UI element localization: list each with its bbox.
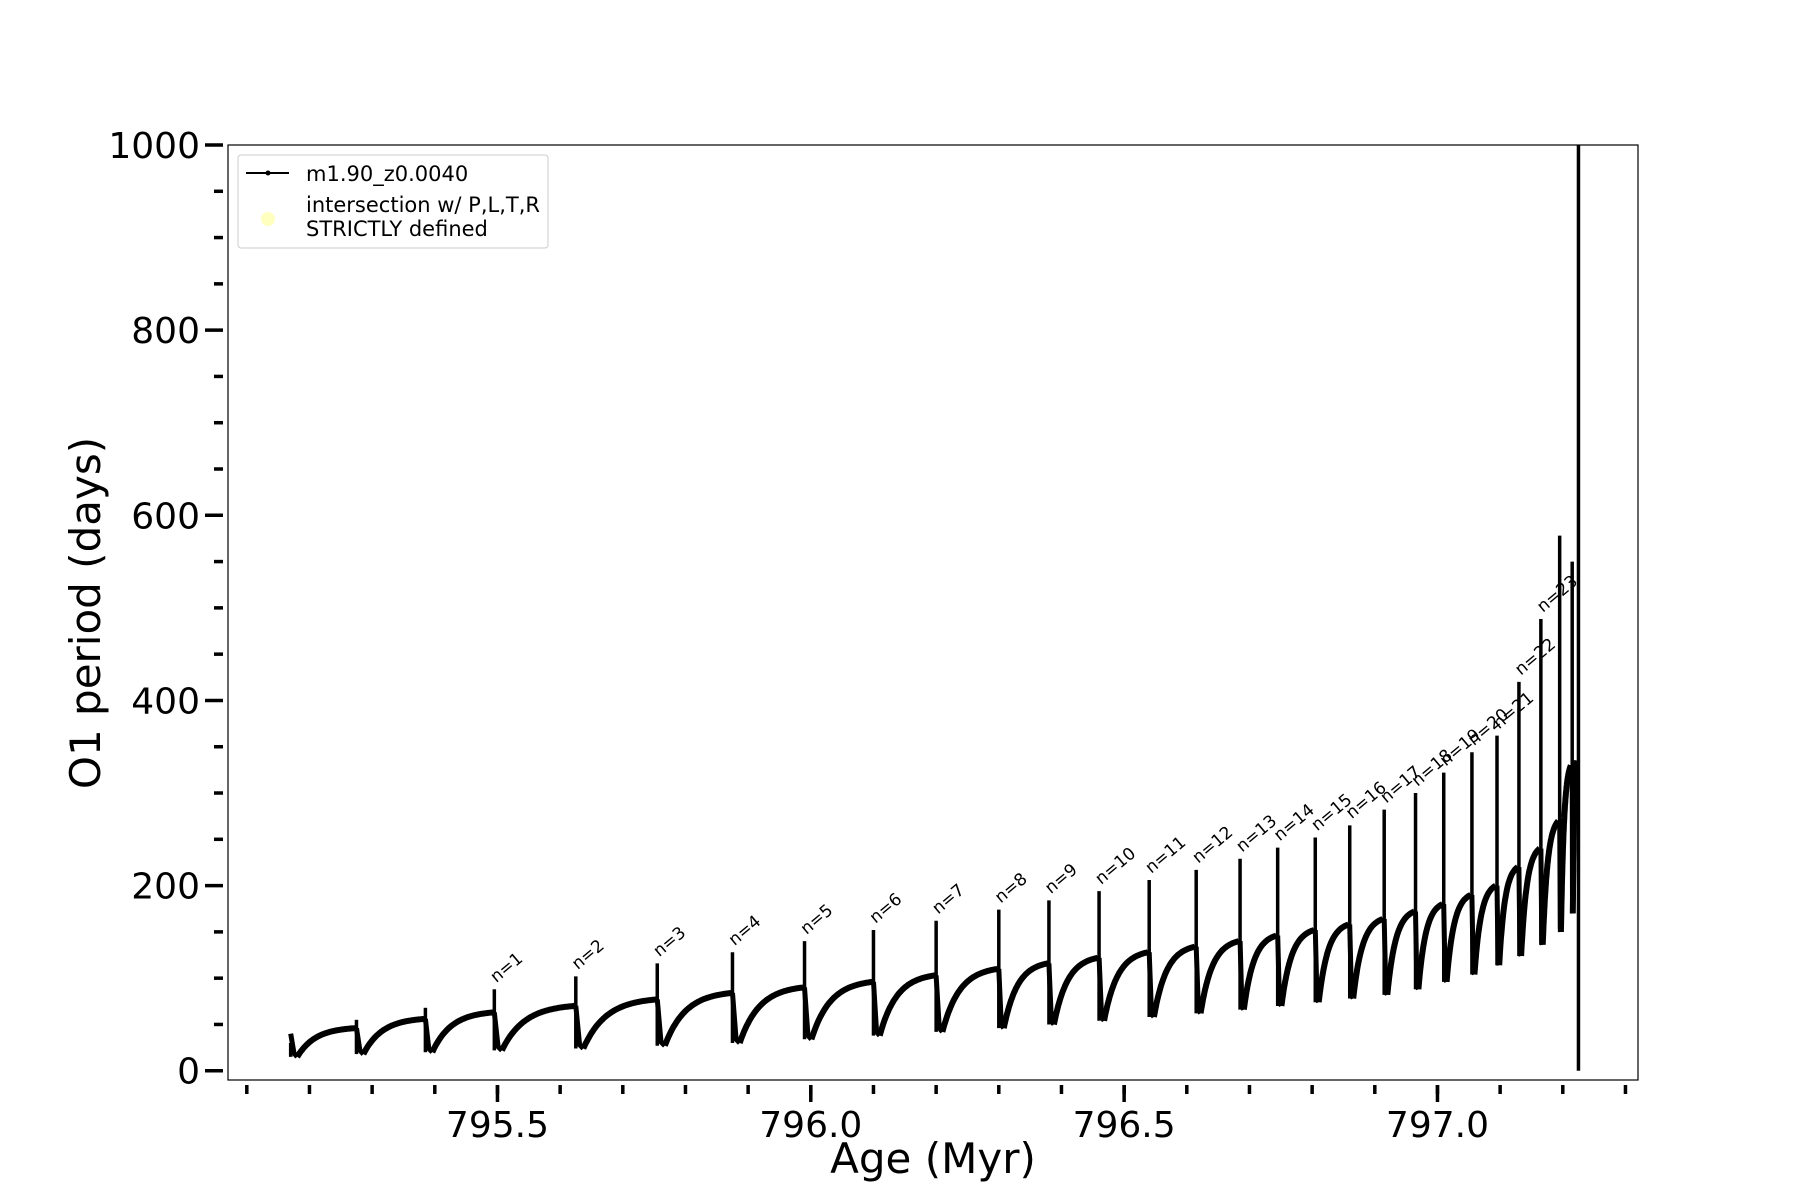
recovery-curve [1000, 960, 1050, 1029]
y-tick-label: 200 [131, 867, 200, 908]
y-axis: 0 200 400 600 800 1000 [108, 126, 223, 1093]
recovery-curve [1539, 818, 1562, 945]
recovery-curve [1050, 954, 1101, 1026]
recovery-curve [429, 1009, 496, 1054]
pulse-label: n=1 [487, 949, 527, 987]
recovery-curve [1350, 916, 1386, 999]
legend-label-intersection-1: intersection w/ P,L,T,R [306, 193, 540, 217]
recovery-curve [939, 965, 1000, 1033]
pulse-label: n=12 [1189, 822, 1238, 867]
recovery-curve [1496, 864, 1521, 966]
recovery-curve [1197, 938, 1242, 1014]
legend-label-series: m1.90_z0.0040 [306, 162, 468, 187]
pulse-label: n=21 [1489, 688, 1538, 733]
recovery-curve [1518, 845, 1543, 957]
pulse-label: n=3 [650, 923, 690, 961]
x-tick-label: 796.5 [1073, 1105, 1176, 1146]
pulse-label: n=9 [1041, 860, 1081, 898]
y-tick-label: 1000 [108, 126, 200, 167]
legend-box [237, 154, 549, 249]
x-axis: 795.5 796.0 796.5 797.0 [245, 1085, 1628, 1146]
recovery-curve [499, 1002, 577, 1052]
recovery-curve [360, 1015, 427, 1056]
x-axis-label: Age (Myr) [830, 1134, 1036, 1183]
pulse-label: n=4 [725, 912, 765, 950]
pulse-label: n=7 [928, 880, 968, 918]
pulse-label: n=10 [1091, 844, 1140, 889]
y-tick-label: 0 [177, 1052, 200, 1093]
legend-circle-marker [261, 212, 275, 226]
pulse-label: n=8 [991, 869, 1031, 907]
recovery-curve [294, 1025, 358, 1059]
legend-label-intersection-2: STRICTLY defined [306, 217, 488, 241]
y-axis-label: O1 period (days) [61, 437, 110, 789]
recovery-curve [876, 972, 937, 1037]
x-tick-label: 795.5 [446, 1105, 549, 1146]
recovery-curve [1101, 949, 1151, 1022]
pulse-drop [288, 1033, 300, 1059]
recovery-curve [1443, 892, 1474, 983]
pulse-label: n=23 [1533, 572, 1582, 617]
recovery-curve [1557, 762, 1574, 932]
legend-dot-marker [265, 170, 271, 176]
series-m1-90-z0-0040 [288, 145, 1581, 1071]
recovery-curve [1240, 932, 1279, 1011]
recovery-curve [808, 978, 875, 1041]
recovery-curve [1471, 882, 1499, 975]
x-tick-label: 797.0 [1386, 1105, 1489, 1146]
pulse-label: n=2 [568, 936, 608, 974]
recovery-curve [736, 984, 806, 1044]
y-tick-label: 600 [131, 496, 200, 537]
pulse-label: n=11 [1142, 833, 1191, 878]
recovery-curve [1278, 927, 1317, 1007]
recovery-curve [1384, 908, 1417, 996]
y-tick-label: 400 [131, 681, 200, 722]
recovery-curve [1415, 901, 1446, 990]
x-tick-label: 796.0 [759, 1105, 862, 1146]
pulse-label: n=6 [866, 889, 906, 927]
recovery-curve [1150, 943, 1198, 1018]
legend: m1.90_z0.0040 intersection w/ P,L,T,R ST… [237, 154, 549, 249]
y-tick-label: 800 [131, 311, 200, 352]
pulse-label: n=22 [1511, 634, 1560, 679]
recovery-curve [1315, 921, 1351, 1003]
plot-frame [227, 144, 1639, 1081]
pulse-label: n=5 [797, 901, 837, 939]
recovery-curve [580, 996, 658, 1050]
recovery-curve [662, 990, 734, 1047]
